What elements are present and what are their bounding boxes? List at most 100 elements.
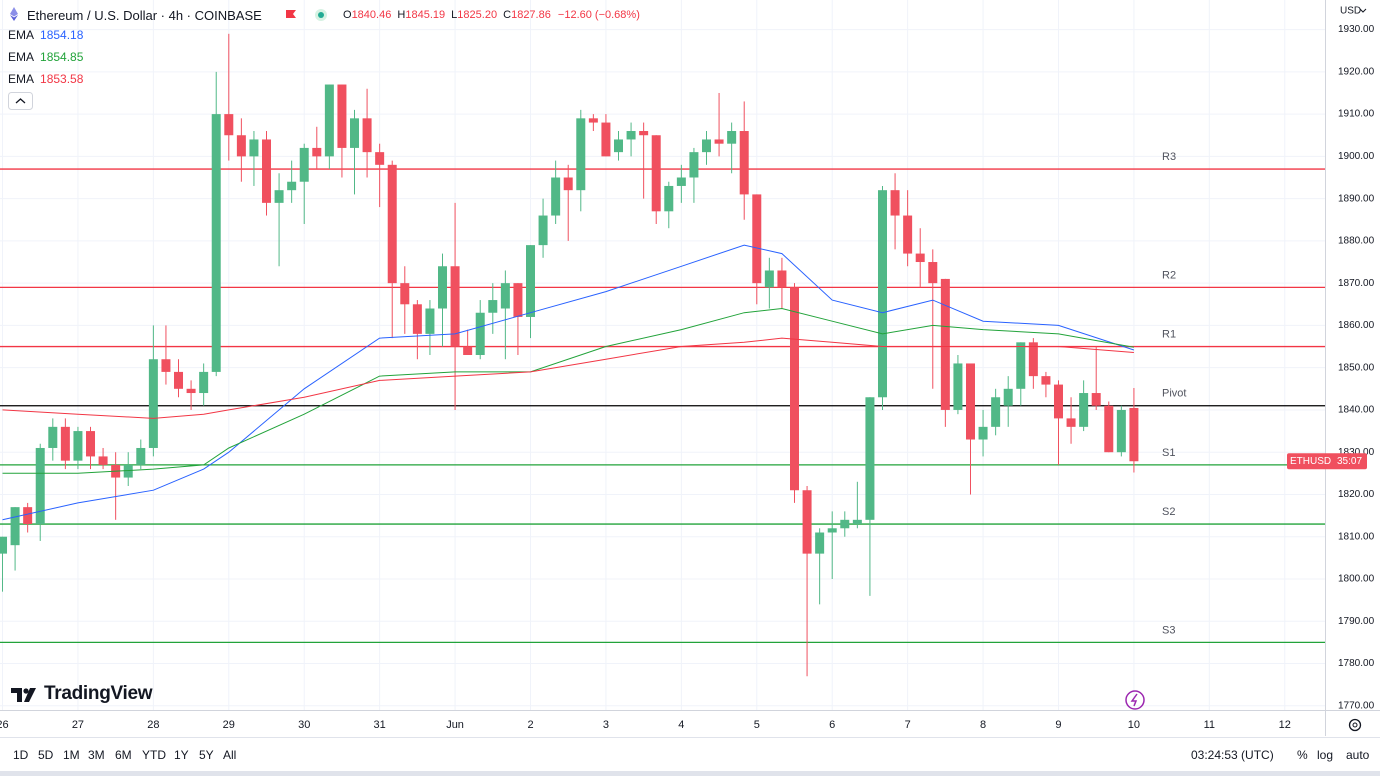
candle-body bbox=[312, 147, 322, 157]
y-tick-label: 1800.00 bbox=[1338, 574, 1375, 585]
legend-name: EMA bbox=[8, 50, 35, 64]
candle-body bbox=[412, 304, 422, 334]
candle-body bbox=[0, 536, 8, 554]
range-button[interactable]: 1D bbox=[13, 748, 29, 762]
range-button[interactable]: 6M bbox=[115, 748, 132, 762]
candle-body bbox=[991, 397, 1001, 427]
option-button[interactable]: auto bbox=[1346, 748, 1370, 762]
range-button[interactable]: 1M bbox=[63, 748, 80, 762]
x-tick-label: Jun bbox=[446, 719, 464, 731]
candle-body bbox=[500, 283, 510, 309]
candle-body bbox=[1129, 407, 1139, 462]
l-value: 1825.20 bbox=[457, 9, 498, 21]
y-tick-label: 1790.00 bbox=[1338, 616, 1375, 627]
h-value: 1845.19 bbox=[405, 9, 446, 21]
candle-body bbox=[714, 139, 724, 144]
candle-body bbox=[475, 312, 485, 355]
candle-body bbox=[739, 131, 749, 195]
candle-body bbox=[626, 131, 636, 140]
c-value: 1827.86 bbox=[511, 9, 551, 21]
y-tick-label: 1880.00 bbox=[1338, 236, 1375, 247]
collapse-button[interactable] bbox=[8, 92, 33, 110]
option-button[interactable]: log bbox=[1317, 748, 1334, 762]
y-tick-label: 1850.00 bbox=[1338, 362, 1375, 373]
candle-body bbox=[576, 118, 586, 191]
candle-body bbox=[1066, 418, 1076, 427]
candle-body bbox=[877, 190, 887, 398]
candle-body bbox=[1116, 409, 1126, 453]
x-tick-label: 29 bbox=[223, 719, 235, 731]
x-tick-label: 12 bbox=[1279, 719, 1291, 731]
candle-body bbox=[174, 371, 184, 389]
candle-body bbox=[362, 118, 372, 153]
legend-value: 1854.85 bbox=[40, 50, 84, 64]
flag-icon[interactable] bbox=[286, 10, 296, 18]
candle-body bbox=[10, 507, 20, 546]
price-tag-countdown: 35:07 bbox=[1337, 456, 1362, 467]
settings-icon[interactable] bbox=[1348, 718, 1362, 732]
legend-entry: EMA 1854.18 bbox=[8, 28, 89, 42]
candle-body bbox=[676, 177, 686, 186]
y-tick-label: 1780.00 bbox=[1338, 658, 1375, 669]
x-tick-label: 4 bbox=[678, 719, 684, 731]
candle-body bbox=[387, 164, 397, 284]
candle-body bbox=[689, 152, 699, 178]
y-tick-label: 1770.00 bbox=[1338, 700, 1375, 711]
pivot-label: S2 bbox=[1162, 506, 1175, 518]
candle-body bbox=[136, 447, 146, 465]
range-button[interactable]: 5D bbox=[38, 748, 54, 762]
candle-body bbox=[928, 262, 938, 284]
event-icon[interactable] bbox=[1125, 690, 1145, 710]
candle-body bbox=[224, 114, 234, 136]
y-tick-label: 1820.00 bbox=[1338, 489, 1375, 500]
candle-body bbox=[488, 300, 498, 313]
y-tick-label: 1870.00 bbox=[1338, 278, 1375, 289]
x-tick-label: 5 bbox=[754, 719, 760, 731]
x-tick-label: 10 bbox=[1128, 719, 1140, 731]
currency-menu-icon[interactable] bbox=[1359, 8, 1367, 13]
price-tag-symbol: ETHUSD bbox=[1290, 456, 1331, 467]
candle-body bbox=[236, 135, 246, 157]
pivot-label: R3 bbox=[1162, 151, 1176, 163]
candle-body bbox=[73, 431, 83, 461]
candle-body bbox=[1079, 393, 1089, 427]
candle-body bbox=[601, 122, 611, 157]
range-button[interactable]: 1Y bbox=[174, 748, 189, 762]
range-button[interactable]: YTD bbox=[142, 748, 166, 762]
candle-body bbox=[890, 190, 900, 216]
candle-body bbox=[86, 431, 96, 457]
pivot-label: R1 bbox=[1162, 328, 1176, 340]
candle-body bbox=[827, 528, 837, 533]
clock: 03:24:53 (UTC) bbox=[1191, 748, 1274, 762]
range-button[interactable]: 5Y bbox=[199, 748, 214, 762]
candle-body bbox=[915, 253, 925, 263]
option-button[interactable]: % bbox=[1297, 748, 1308, 762]
candle-body bbox=[701, 139, 711, 153]
candle-body bbox=[337, 84, 347, 148]
candle-body bbox=[764, 270, 774, 288]
legend-name: EMA bbox=[8, 28, 35, 42]
candle-body bbox=[852, 519, 862, 525]
currency: USD bbox=[1340, 6, 1361, 17]
candle-body bbox=[1041, 376, 1051, 385]
candle-body bbox=[23, 507, 33, 525]
bottom-toolbar: 03:24:53 (UTC) 1D 5D 1M 3M 6M YTD 1Y 5Y All% log a… bbox=[0, 737, 1380, 772]
range-button[interactable]: All bbox=[223, 748, 237, 762]
o-label: O bbox=[343, 9, 352, 21]
l-label: L bbox=[451, 9, 458, 21]
candle-body bbox=[324, 84, 334, 157]
x-tick-label: 11 bbox=[1204, 719, 1215, 731]
candle-body bbox=[651, 135, 661, 212]
range-button[interactable]: 3M bbox=[88, 748, 105, 762]
candle-body bbox=[727, 131, 737, 144]
candle-body bbox=[777, 270, 787, 288]
candle-body bbox=[978, 426, 988, 440]
candle-body bbox=[1003, 388, 1013, 406]
plot-area: R3 R2 R1 Pivot S1 S2 S3 bbox=[0, 33, 1325, 677]
y-tick-label: 1920.00 bbox=[1338, 66, 1375, 77]
y-tick-label: 1810.00 bbox=[1338, 531, 1375, 542]
x-tick-label: 30 bbox=[298, 719, 310, 731]
symbol-title: Ethereum / U.S. Dollar · 4h · COINBASE bbox=[27, 8, 262, 23]
candle-body bbox=[1016, 342, 1026, 389]
